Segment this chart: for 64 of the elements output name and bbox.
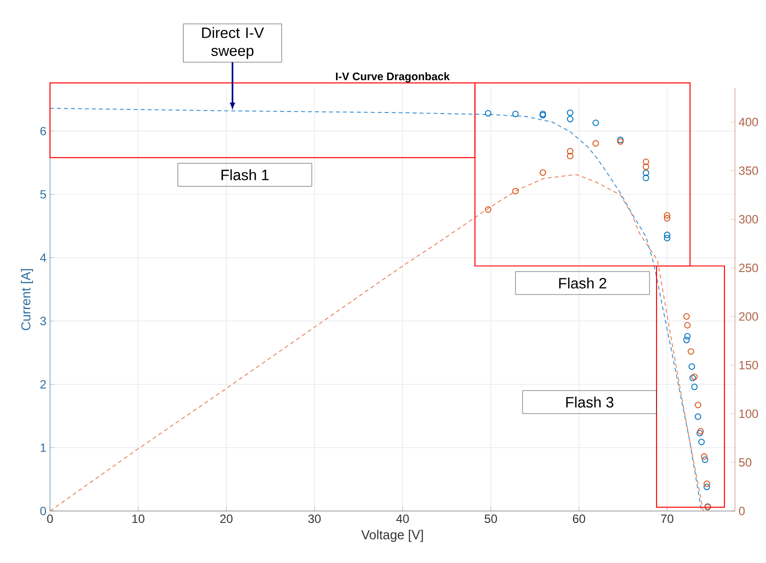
point bbox=[702, 456, 708, 463]
point bbox=[664, 234, 670, 242]
point bbox=[642, 174, 650, 182]
annotation: Flash 1 bbox=[222, 169, 269, 180]
point bbox=[566, 148, 574, 154]
y2-tick-label: 100 bbox=[739, 410, 758, 418]
point bbox=[698, 438, 705, 446]
point bbox=[691, 384, 698, 390]
point bbox=[540, 169, 546, 176]
point bbox=[704, 484, 710, 490]
point bbox=[592, 120, 599, 126]
x-tick-label: 50 bbox=[484, 514, 497, 523]
y2-tick-label: 0 bbox=[739, 506, 745, 516]
x-tick-label: 0 bbox=[47, 514, 53, 523]
point bbox=[683, 313, 690, 320]
x-tick-label: 30 bbox=[308, 514, 321, 523]
y-tick-label: 2 bbox=[40, 380, 46, 389]
point bbox=[592, 140, 599, 147]
point bbox=[694, 413, 702, 420]
annotation: Direct I-V sweep bbox=[202, 27, 264, 59]
point bbox=[688, 363, 696, 370]
point bbox=[664, 212, 670, 219]
y2-tick-label: 50 bbox=[739, 458, 752, 467]
y-axis-title: Current [A] bbox=[20, 269, 33, 330]
y2-tick-label: 300 bbox=[738, 215, 758, 224]
y-tick-label: 6 bbox=[40, 126, 46, 136]
y2-tick-label: 400 bbox=[738, 118, 758, 126]
x-tick-label: 40 bbox=[396, 514, 409, 523]
point bbox=[642, 170, 650, 176]
point bbox=[484, 110, 492, 117]
x-axis-title: Voltage [V] bbox=[361, 530, 423, 542]
point bbox=[694, 402, 702, 408]
y-tick-label: 3 bbox=[40, 316, 46, 326]
point bbox=[512, 188, 519, 194]
y-tick-label: 1 bbox=[40, 444, 46, 452]
point bbox=[683, 336, 690, 344]
y-tick-label: 4 bbox=[40, 254, 46, 262]
point bbox=[566, 109, 574, 116]
chart-title: I-V Curve Dragonback bbox=[336, 72, 450, 83]
point bbox=[664, 215, 670, 222]
point bbox=[684, 332, 691, 340]
point bbox=[484, 206, 492, 213]
annotation: Flash 2 bbox=[559, 278, 606, 289]
point bbox=[512, 110, 519, 118]
y2-tick-label: 150 bbox=[739, 360, 758, 370]
x-tick-label: 10 bbox=[132, 514, 144, 523]
y-tick-label: 0 bbox=[40, 506, 46, 516]
point bbox=[566, 116, 574, 122]
x-tick-label: 70 bbox=[661, 514, 674, 523]
y-tick-label: 5 bbox=[40, 190, 46, 199]
point bbox=[684, 322, 691, 329]
y2-tick-label: 350 bbox=[738, 166, 758, 175]
point bbox=[700, 453, 708, 460]
x-tick-label: 20 bbox=[220, 514, 233, 523]
annotation: Flash 3 bbox=[566, 396, 614, 408]
point bbox=[704, 480, 710, 488]
y2-tick-label: 200 bbox=[739, 312, 758, 321]
point bbox=[642, 164, 650, 170]
point bbox=[642, 158, 650, 166]
y2-tick-label: 250 bbox=[739, 264, 758, 272]
point bbox=[566, 152, 574, 160]
point bbox=[664, 232, 670, 238]
x-tick-label: 60 bbox=[572, 514, 586, 523]
point bbox=[688, 348, 694, 355]
